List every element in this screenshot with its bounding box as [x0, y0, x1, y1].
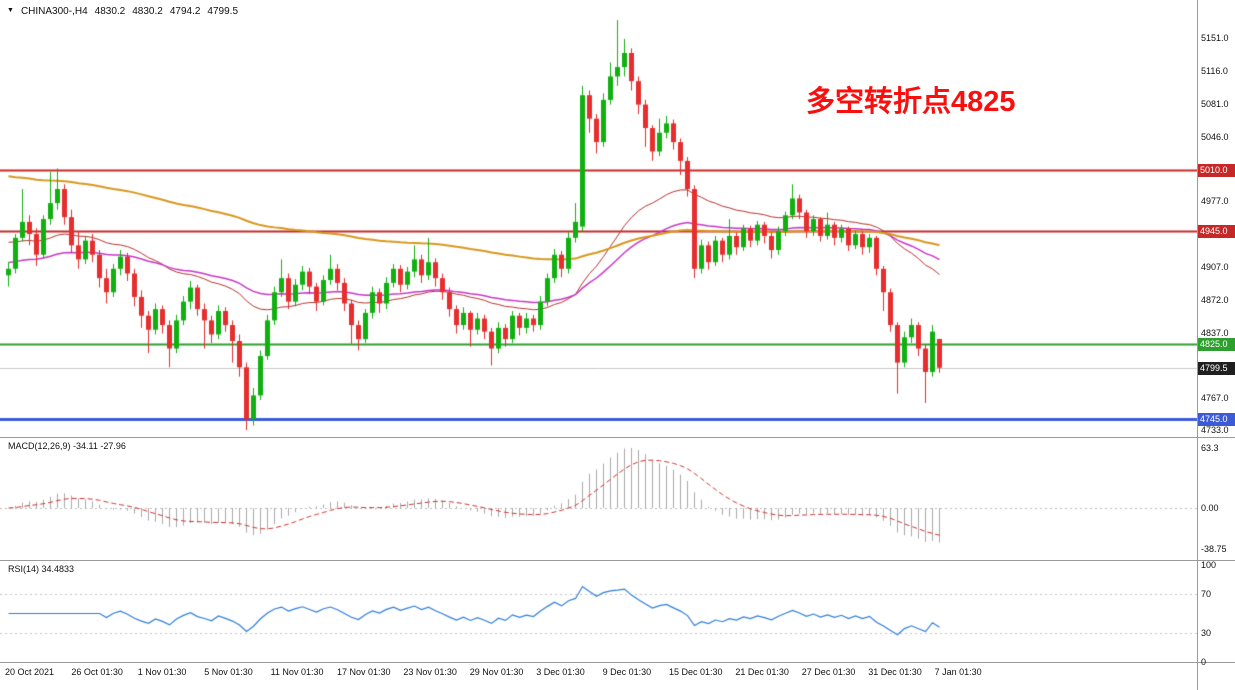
price-level-badge[interactable]: 4745.0 [1198, 412, 1235, 426]
symbol-dropdown-icon[interactable]: ▼ [7, 7, 14, 14]
rsi-label: RSI(14) 34.4833 [8, 564, 75, 574]
time-label: 21 Dec 01:30 [735, 667, 789, 677]
chart-title: ▼ CHINA300-,H4 4830.2 4830.2 4794.2 4799… [7, 6, 238, 17]
price-level-badge[interactable]: 4945.0 [1198, 225, 1235, 239]
time-label: 11 Nov 01:30 [270, 667, 324, 677]
ohlc-high: 4830.2 [132, 6, 163, 17]
ohlc-low: 4794.2 [169, 6, 201, 17]
price-tick-label: 5046.0 [1201, 131, 1229, 142]
time-label: 9 Dec 01:30 [602, 667, 652, 677]
macd-label: MACD(12,26,9) -34.11 -27.96 [8, 441, 126, 451]
price-tick-label: 4977.0 [1201, 196, 1229, 207]
axis-separator [1197, 0, 1198, 690]
panel-separator [0, 560, 1235, 561]
rsi-tick-label: 70 [1201, 589, 1212, 600]
time-label: 15 Dec 01:30 [669, 667, 723, 677]
price-level-badge[interactable]: 5010.0 [1198, 164, 1235, 178]
time-label: 17 Nov 01:30 [337, 667, 391, 677]
macd-tick-label: 63.3 [1201, 443, 1219, 453]
time-label: 1 Nov 01:30 [137, 667, 187, 677]
annotation-text: 多空转折点4825 [806, 86, 1016, 118]
price-tick-label: 4837.0 [1201, 327, 1229, 338]
price-level-badge[interactable]: 4825.0 [1198, 337, 1235, 351]
time-label: 26 Oct 01:30 [71, 667, 123, 677]
symbol-timeframe: CHINA300-,H4 [20, 6, 88, 17]
price-tick-label: 5081.0 [1201, 98, 1229, 109]
panel-separator [0, 437, 1235, 438]
price-tick-label: 4733.0 [1201, 425, 1229, 436]
rsi-tick-label: 30 [1201, 627, 1212, 638]
price-tick-label: 5116.0 [1201, 65, 1228, 76]
price-level-badge[interactable]: 4799.5 [1198, 361, 1235, 375]
ohlc-close: 4799.5 [207, 6, 239, 17]
time-label: 27 Dec 01:30 [801, 667, 856, 677]
time-label: 3 Dec 01:30 [536, 667, 585, 677]
ohlc-open: 4830.2 [94, 6, 126, 17]
price-tick-label: 4872.0 [1201, 294, 1229, 305]
macd-tick-label: -38.75 [1201, 544, 1227, 554]
time-label: 20 Oct 2021 [5, 667, 55, 677]
rsi-tick-label: 0 [1201, 657, 1207, 667]
price-tick-label: 5151.0 [1201, 32, 1229, 43]
time-label: 31 Dec 01:30 [868, 667, 922, 677]
chart-canvas[interactable] [0, 0, 1197, 662]
price-tick-label: 4767.0 [1201, 393, 1229, 404]
time-label: 7 Jan 01:30 [934, 667, 982, 677]
time-label: 5 Nov 01:30 [204, 667, 253, 677]
time-label: 29 Nov 01:30 [469, 667, 524, 677]
macd-tick-label: 0.00 [1201, 503, 1219, 513]
price-tick-label: 4907.0 [1201, 261, 1229, 272]
rsi-tick-label: 100 [1201, 560, 1217, 570]
time-label: 23 Nov 01:30 [403, 667, 457, 677]
panel-separator [0, 662, 1235, 663]
